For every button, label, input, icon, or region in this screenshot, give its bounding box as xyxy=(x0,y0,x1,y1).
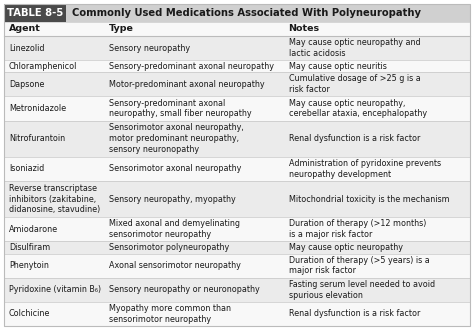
Text: Mixed axonal and demyelinating
sensorimotor neuropathy: Mixed axonal and demyelinating sensorimo… xyxy=(109,219,240,239)
Text: Duration of therapy (>5 years) is a
major risk factor: Duration of therapy (>5 years) is a majo… xyxy=(289,256,429,276)
Bar xyxy=(4,60,470,72)
Text: Cumulative dosage of >25 g is a
risk factor: Cumulative dosage of >25 g is a risk fac… xyxy=(289,75,420,94)
Text: Disulfiram: Disulfiram xyxy=(9,243,50,252)
Text: Commonly Used Medications Associated With Polyneuropathy: Commonly Used Medications Associated Wit… xyxy=(72,8,421,18)
Text: Colchicine: Colchicine xyxy=(9,310,50,318)
Text: Sensory-predominant axonal
neuropathy, small fiber neuropathy: Sensory-predominant axonal neuropathy, s… xyxy=(109,99,252,118)
Text: Myopathy more common than
sensorimotor neuropathy: Myopathy more common than sensorimotor n… xyxy=(109,304,231,324)
Text: Sensorimotor axonal neuropathy,
motor predominant neuropathy,
sensory neuronopat: Sensorimotor axonal neuropathy, motor pr… xyxy=(109,123,244,154)
Text: Sensory neuropathy or neuronopathy: Sensory neuropathy or neuronopathy xyxy=(109,285,260,294)
Text: Renal dysfunction is a risk factor: Renal dysfunction is a risk factor xyxy=(289,310,420,318)
Text: May cause optic neuropathy: May cause optic neuropathy xyxy=(289,243,402,252)
Text: May cause optic neuropathy and
lactic acidosis: May cause optic neuropathy and lactic ac… xyxy=(289,38,420,58)
Bar xyxy=(4,302,470,326)
Bar xyxy=(4,157,470,181)
Text: TABLE 8-5: TABLE 8-5 xyxy=(7,8,63,18)
Text: Renal dysfunction is a risk factor: Renal dysfunction is a risk factor xyxy=(289,134,420,143)
Text: May cause optic neuritis: May cause optic neuritis xyxy=(289,62,386,71)
Bar xyxy=(4,120,470,157)
Text: Chloramphenicol: Chloramphenicol xyxy=(9,62,77,71)
Bar xyxy=(4,4,470,21)
Text: Agent: Agent xyxy=(9,24,41,33)
Text: Amiodarone: Amiodarone xyxy=(9,225,58,234)
Text: Notes: Notes xyxy=(289,24,320,33)
Bar xyxy=(4,4,66,21)
Text: Reverse transcriptase
inhibitors (zakitabine,
didanosine, stavudine): Reverse transcriptase inhibitors (zakita… xyxy=(9,184,100,215)
Text: Isoniazid: Isoniazid xyxy=(9,164,44,174)
Text: Sensory-predominant axonal neuropathy: Sensory-predominant axonal neuropathy xyxy=(109,62,274,71)
Text: Duration of therapy (>12 months)
is a major risk factor: Duration of therapy (>12 months) is a ma… xyxy=(289,219,426,239)
Text: Linezolid: Linezolid xyxy=(9,44,45,52)
Text: Fasting serum level needed to avoid
spurious elevation: Fasting serum level needed to avoid spur… xyxy=(289,280,435,300)
Text: Motor-predominant axonal neuropathy: Motor-predominant axonal neuropathy xyxy=(109,80,265,89)
Text: Metronidazole: Metronidazole xyxy=(9,104,66,113)
Bar xyxy=(4,21,470,36)
Bar xyxy=(4,242,470,253)
Text: May cause optic neuropathy,
cerebellar ataxia, encephalopathy: May cause optic neuropathy, cerebellar a… xyxy=(289,99,427,118)
Text: Administration of pyridoxine prevents
neuropathy development: Administration of pyridoxine prevents ne… xyxy=(289,159,441,179)
Text: Sensorimotor axonal neuropathy: Sensorimotor axonal neuropathy xyxy=(109,164,242,174)
Text: Phenytoin: Phenytoin xyxy=(9,261,49,270)
Bar xyxy=(4,96,470,120)
Text: Axonal sensorimotor neuropathy: Axonal sensorimotor neuropathy xyxy=(109,261,241,270)
Bar xyxy=(4,253,470,278)
Text: Dapsone: Dapsone xyxy=(9,80,45,89)
Text: Pyridoxine (vitamin B₆): Pyridoxine (vitamin B₆) xyxy=(9,285,101,294)
Bar xyxy=(4,217,470,242)
Bar xyxy=(4,278,470,302)
Text: Sensorimotor polyneuropathy: Sensorimotor polyneuropathy xyxy=(109,243,229,252)
Text: Type: Type xyxy=(109,24,134,33)
Bar xyxy=(4,181,470,217)
Text: Mitochondrial toxicity is the mechanism: Mitochondrial toxicity is the mechanism xyxy=(289,195,449,204)
Text: Nitrofurantoin: Nitrofurantoin xyxy=(9,134,65,143)
Text: Sensory neuropathy, myopathy: Sensory neuropathy, myopathy xyxy=(109,195,236,204)
Bar xyxy=(4,36,470,60)
Bar xyxy=(4,72,470,96)
Text: Sensory neuropathy: Sensory neuropathy xyxy=(109,44,191,52)
